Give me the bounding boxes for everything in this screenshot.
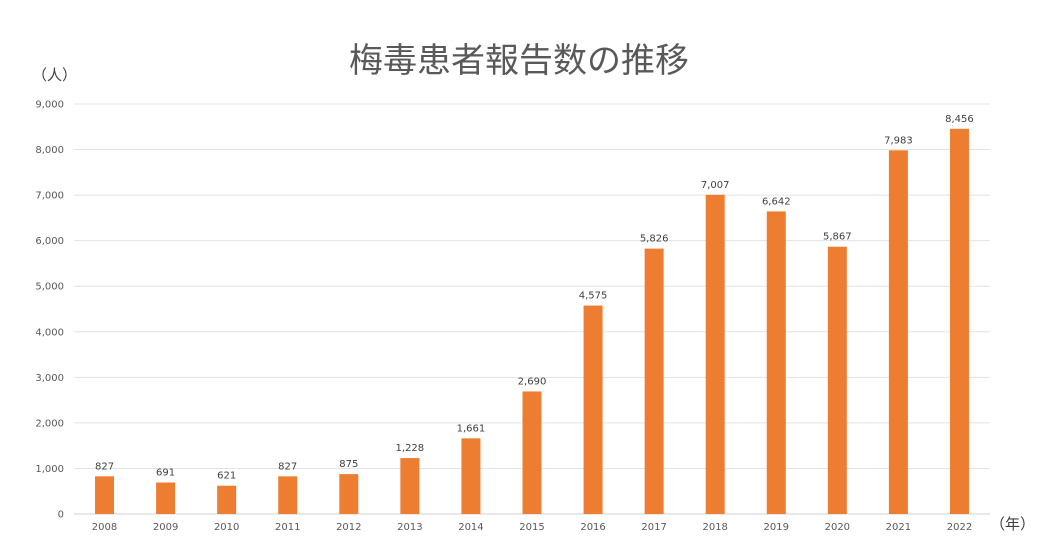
y-tick-label: 8,000	[35, 145, 64, 156]
x-tick-label: 2010	[214, 522, 239, 533]
bar-2008	[95, 476, 115, 514]
bar-2017	[644, 248, 664, 515]
chart-title: 梅毒患者報告数の推移	[349, 41, 689, 81]
y-tick-label: 0	[58, 510, 64, 521]
data-label-2010: 621	[217, 471, 236, 482]
y-tick-label: 6,000	[35, 236, 64, 247]
x-axis-ticks: 2008 2009 2010 2011 2012 2013 2014 2015 2016 2017…	[92, 522, 972, 533]
y-tick-label: 7,000	[35, 191, 64, 202]
x-tick-label: 2011	[275, 522, 300, 533]
x-axis-unit-label: （年）	[990, 515, 1035, 533]
x-tick-label: 2015	[519, 522, 544, 533]
data-label-2020: 5,867	[823, 232, 852, 243]
bar-2012	[339, 474, 359, 514]
y-tick-label: 1,000	[35, 464, 64, 475]
data-label-2021: 7,983	[884, 135, 913, 146]
bar-2011	[278, 476, 298, 514]
x-tick-label: 2016	[580, 522, 605, 533]
data-label-2014: 1,661	[457, 423, 486, 434]
y-tick-label: 2,000	[35, 418, 64, 429]
data-label-2009: 691	[156, 468, 175, 479]
bar-2010	[217, 485, 237, 514]
x-tick-label: 2009	[153, 522, 178, 533]
data-label-2015: 2,690	[518, 376, 547, 387]
bar-2018	[705, 194, 725, 514]
bar-2014	[461, 438, 481, 514]
x-tick-label: 2017	[641, 522, 666, 533]
x-tick-label: 2018	[702, 522, 727, 533]
data-labels: 827 691 621 827 875 1,228 1,661 2,690 4,575 5,826…	[95, 114, 974, 482]
bar-2009	[156, 482, 176, 514]
y-tick-label: 9,000	[35, 100, 64, 111]
x-tick-label: 2012	[336, 522, 361, 533]
bar-2022	[949, 128, 969, 514]
data-label-2012: 875	[339, 459, 358, 470]
bar-2021	[888, 150, 908, 514]
data-label-2019: 6,642	[762, 196, 791, 207]
data-label-2008: 827	[95, 461, 114, 472]
bar-2020	[827, 246, 847, 514]
bar-2015	[522, 391, 542, 514]
data-label-2013: 1,228	[396, 443, 425, 454]
data-label-2018: 7,007	[701, 180, 730, 191]
x-tick-label: 2020	[825, 522, 850, 533]
y-axis-unit-label: （人）	[32, 66, 77, 84]
data-label-2017: 5,826	[640, 234, 669, 245]
x-tick-label: 2021	[886, 522, 911, 533]
bar-2019	[766, 211, 786, 515]
x-tick-label: 2013	[397, 522, 422, 533]
gridlines	[74, 103, 990, 515]
bars	[95, 128, 969, 515]
data-label-2011: 827	[278, 461, 297, 472]
y-axis-ticks: 0 1,000 2,000 3,000 4,000 5,000 6,000 7,000 8,00…	[35, 100, 64, 521]
x-tick-label: 2019	[764, 522, 789, 533]
x-tick-label: 2008	[92, 522, 117, 533]
data-label-2016: 4,575	[579, 291, 608, 302]
y-tick-label: 3,000	[35, 373, 64, 384]
x-tick-label: 2014	[458, 522, 483, 533]
y-tick-label: 5,000	[35, 282, 64, 293]
y-tick-label: 4,000	[35, 327, 64, 338]
data-label-2022: 8,456	[945, 114, 974, 125]
bar-2013	[400, 458, 420, 514]
x-tick-label: 2022	[947, 522, 972, 533]
bar-2016	[583, 305, 603, 514]
